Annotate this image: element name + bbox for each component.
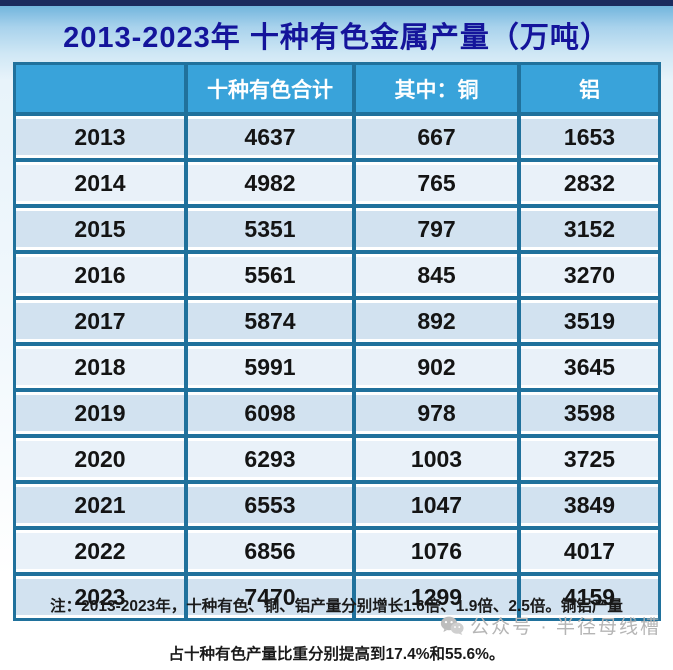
cell-aluminum: 3519 — [519, 298, 660, 344]
cell-copper: 892 — [354, 298, 519, 344]
cell-total: 6553 — [186, 482, 354, 528]
page-title: 2013-2023年 十种有色金属产量（万吨） — [63, 22, 610, 54]
cell-aluminum: 3849 — [519, 482, 660, 528]
cell-copper: 1076 — [354, 528, 519, 574]
footnote-line1: 注：2013-2023年，十种有色、铜、铝产量分别增长1.6倍、1.9倍、2.5… — [50, 598, 623, 615]
cell-total: 7470 — [186, 574, 354, 620]
cell-aluminum: 3598 — [519, 390, 660, 436]
cell-year: 2016 — [14, 252, 186, 298]
cell-total: 5991 — [186, 344, 354, 390]
cell-year: 2020 — [14, 436, 186, 482]
footnote: 注：2013-2023年，十种有色、铜、铝产量分别增长1.6倍、1.9倍、2.5… — [0, 594, 673, 664]
cell-total: 4637 — [186, 114, 354, 160]
header-cell-aluminum: 铝 — [519, 63, 660, 114]
wechat-icon — [440, 616, 464, 635]
cell-year: 2015 — [14, 206, 186, 252]
table-row: 2016 5561 845 3270 — [14, 252, 660, 298]
cell-year: 2023 — [14, 574, 186, 620]
top-accent-bar — [0, 0, 673, 6]
cell-year: 2021 — [14, 482, 186, 528]
cell-year: 2013 — [14, 114, 186, 160]
header-cell-copper: 其中：铜 — [354, 63, 519, 114]
table-row: 2023 7470 1299 4159 — [14, 574, 660, 620]
cell-aluminum: 2832 — [519, 160, 660, 206]
cell-total: 5351 — [186, 206, 354, 252]
table-body: 2013 4637 667 1653 2014 4982 765 2832 20… — [14, 114, 660, 620]
cell-total: 5874 — [186, 298, 354, 344]
cell-copper: 1299 — [354, 574, 519, 620]
cell-total: 6856 — [186, 528, 354, 574]
table-row: 2022 6856 1076 4017 — [14, 528, 660, 574]
footnote-line2: 占十种有色产量比重分别提高到17.4%和55.6%。 — [168, 646, 505, 663]
cell-copper: 1003 — [354, 436, 519, 482]
table-row: 2021 6553 1047 3849 — [14, 482, 660, 528]
watermark-text: 公众号 · 半径母线槽 — [470, 617, 661, 638]
cell-copper: 902 — [354, 344, 519, 390]
cell-aluminum: 3725 — [519, 436, 660, 482]
cell-copper: 797 — [354, 206, 519, 252]
header-cell-year — [14, 63, 186, 114]
cell-year: 2018 — [14, 344, 186, 390]
table-row: 2014 4982 765 2832 — [14, 160, 660, 206]
cell-aluminum: 3645 — [519, 344, 660, 390]
cell-year: 2017 — [14, 298, 186, 344]
cell-year: 2019 — [14, 390, 186, 436]
metals-production-table: 十种有色合计 其中：铜 铝 2013 4637 667 1653 2014 49… — [13, 62, 661, 621]
table-row: 2015 5351 797 3152 — [14, 206, 660, 252]
cell-total: 4982 — [186, 160, 354, 206]
table-row: 2017 5874 892 3519 — [14, 298, 660, 344]
cell-copper: 1047 — [354, 482, 519, 528]
watermark: 公众号 · 半径母线槽 — [440, 612, 661, 639]
cell-copper: 667 — [354, 114, 519, 160]
table-row: 2020 6293 1003 3725 — [14, 436, 660, 482]
table-row: 2013 4637 667 1653 — [14, 114, 660, 160]
table-header: 十种有色合计 其中：铜 铝 — [14, 63, 660, 114]
cell-aluminum: 4159 — [519, 574, 660, 620]
cell-year: 2014 — [14, 160, 186, 206]
header-cell-total: 十种有色合计 — [186, 63, 354, 114]
cell-copper: 845 — [354, 252, 519, 298]
header-row: 十种有色合计 其中：铜 铝 — [14, 63, 660, 114]
table-row: 2018 5991 902 3645 — [14, 344, 660, 390]
cell-total: 6293 — [186, 436, 354, 482]
cell-aluminum: 1653 — [519, 114, 660, 160]
cell-aluminum: 3270 — [519, 252, 660, 298]
table-row: 2019 6098 978 3598 — [14, 390, 660, 436]
cell-total: 6098 — [186, 390, 354, 436]
cell-aluminum: 4017 — [519, 528, 660, 574]
cell-copper: 765 — [354, 160, 519, 206]
cell-copper: 978 — [354, 390, 519, 436]
cell-aluminum: 3152 — [519, 206, 660, 252]
cell-year: 2022 — [14, 528, 186, 574]
cell-total: 5561 — [186, 252, 354, 298]
